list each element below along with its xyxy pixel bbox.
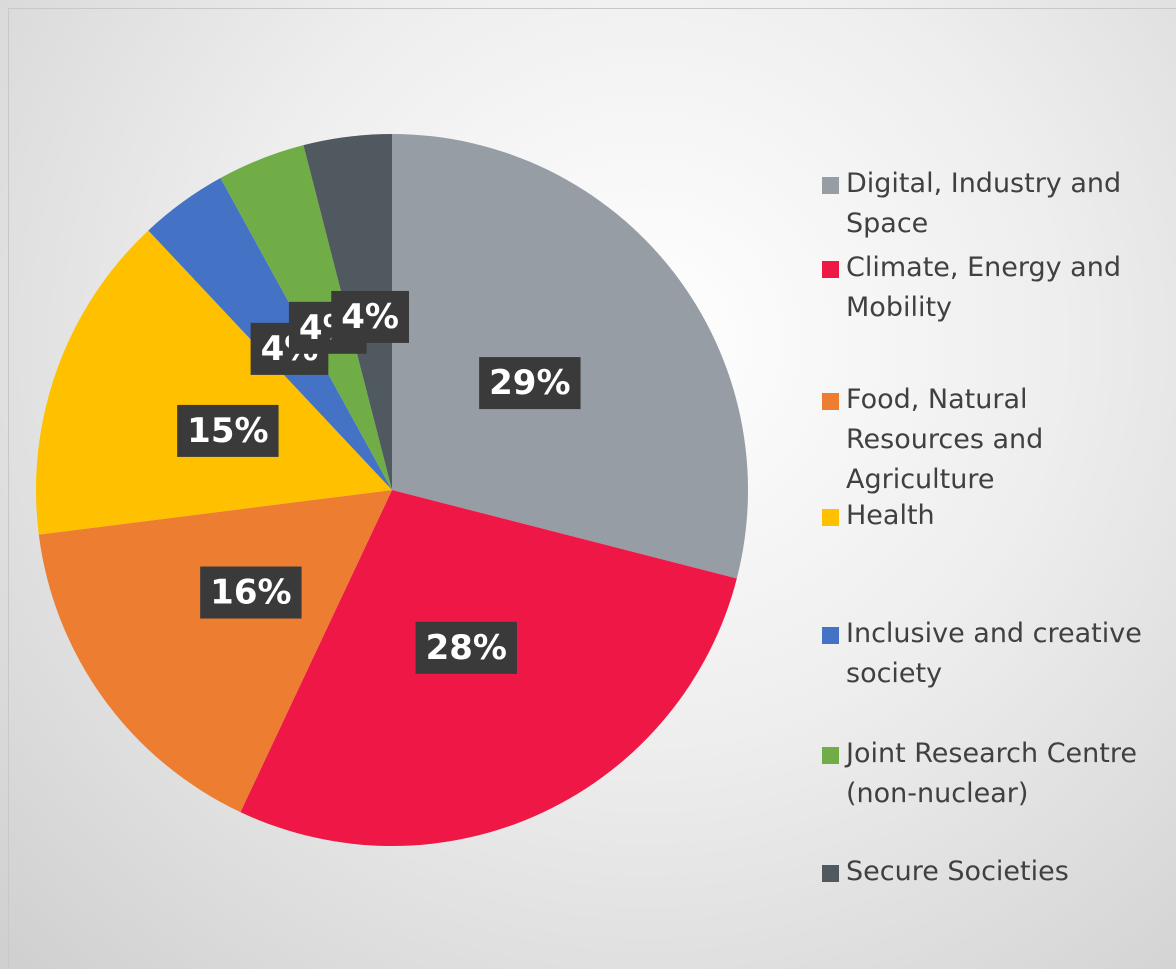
legend-swatch [822, 509, 839, 526]
pie-slice [392, 134, 749, 579]
legend-swatch [822, 393, 839, 410]
legend-label: Inclusive and creative society [846, 618, 1142, 689]
legend-swatch [822, 627, 839, 644]
pie-slice [38, 490, 393, 813]
data-label-text: 4% [341, 297, 399, 337]
data-label-text: 29% [489, 363, 570, 403]
data-label-text: 16% [210, 573, 291, 613]
data-label: 29% [479, 357, 581, 410]
data-label: 4% [331, 290, 410, 343]
legend-item: Secure Societies [822, 852, 1162, 892]
legend-label: Health [846, 500, 935, 531]
legend-label: Climate, Energy and Mobility [846, 252, 1121, 323]
legend-swatch [822, 865, 839, 882]
legend-swatch [822, 261, 839, 278]
legend-swatch [822, 177, 839, 194]
data-label-box [331, 290, 410, 343]
legend-swatch [822, 747, 839, 764]
data-label-box [479, 357, 581, 410]
data-label-text: 28% [426, 628, 507, 668]
legend-item: Climate, Energy and Mobility [822, 248, 1162, 328]
legend-item: Joint Research Centre (non-nuclear) [822, 734, 1162, 814]
legend-label: Digital, Industry and Space [846, 168, 1122, 239]
pie-slice [35, 230, 392, 535]
data-label-box [177, 404, 279, 457]
legend-label: Secure Societies [846, 856, 1069, 887]
data-label-text: 15% [187, 411, 268, 451]
data-label-box [200, 566, 302, 619]
legend-item: Food, Natural Resources and Agriculture [822, 380, 1162, 500]
legend-item: Inclusive and creative society [822, 614, 1162, 694]
legend-label: Joint Research Centre (non-nuclear) [846, 738, 1137, 809]
frame [8, 8, 1176, 969]
legend-item: Health [822, 496, 1162, 536]
legend-label: Food, Natural Resources and Agriculture [846, 384, 1044, 495]
data-label: 28% [415, 621, 517, 674]
data-label: 16% [200, 566, 302, 619]
data-label-box [415, 621, 517, 674]
legend-item: Digital, Industry and Space [822, 164, 1162, 244]
data-label: 15% [177, 404, 279, 457]
